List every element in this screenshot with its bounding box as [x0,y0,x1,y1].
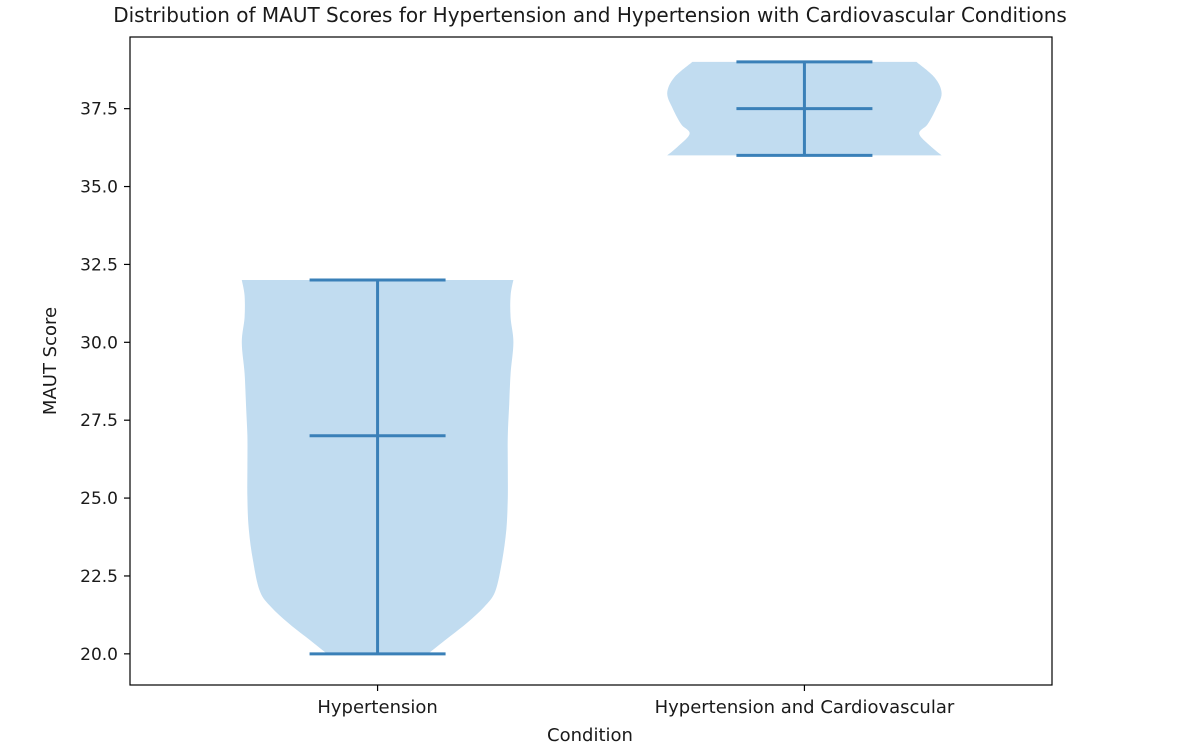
x-tick-label: Hypertension and Cardiovascular [655,697,955,718]
y-tick-label: 27.5 [80,411,118,431]
y-tick-label: 32.5 [80,255,118,275]
y-tick-label: 35.0 [80,178,118,198]
x-axis-title: Condition [547,725,633,744]
plot-frame [129,36,1053,686]
y-axis-title: MAUT Score [40,307,61,415]
y-tick-label: 20.0 [80,645,118,665]
chart-title: Distribution of MAUT Scores for Hyperten… [113,3,1067,27]
y-tick-label: 22.5 [80,567,118,587]
x-tick-label: Hypertension [317,697,437,718]
y-tick-label: 30.0 [80,333,118,353]
y-tick-label: 25.0 [80,489,118,509]
y-tick-label: 37.5 [80,100,118,120]
axes-layer: 20.0 22.5 25.0 27.5 30.0 32.5 35.0 37.5 Hyperten… [80,36,1053,718]
violins-layer [241,60,942,656]
